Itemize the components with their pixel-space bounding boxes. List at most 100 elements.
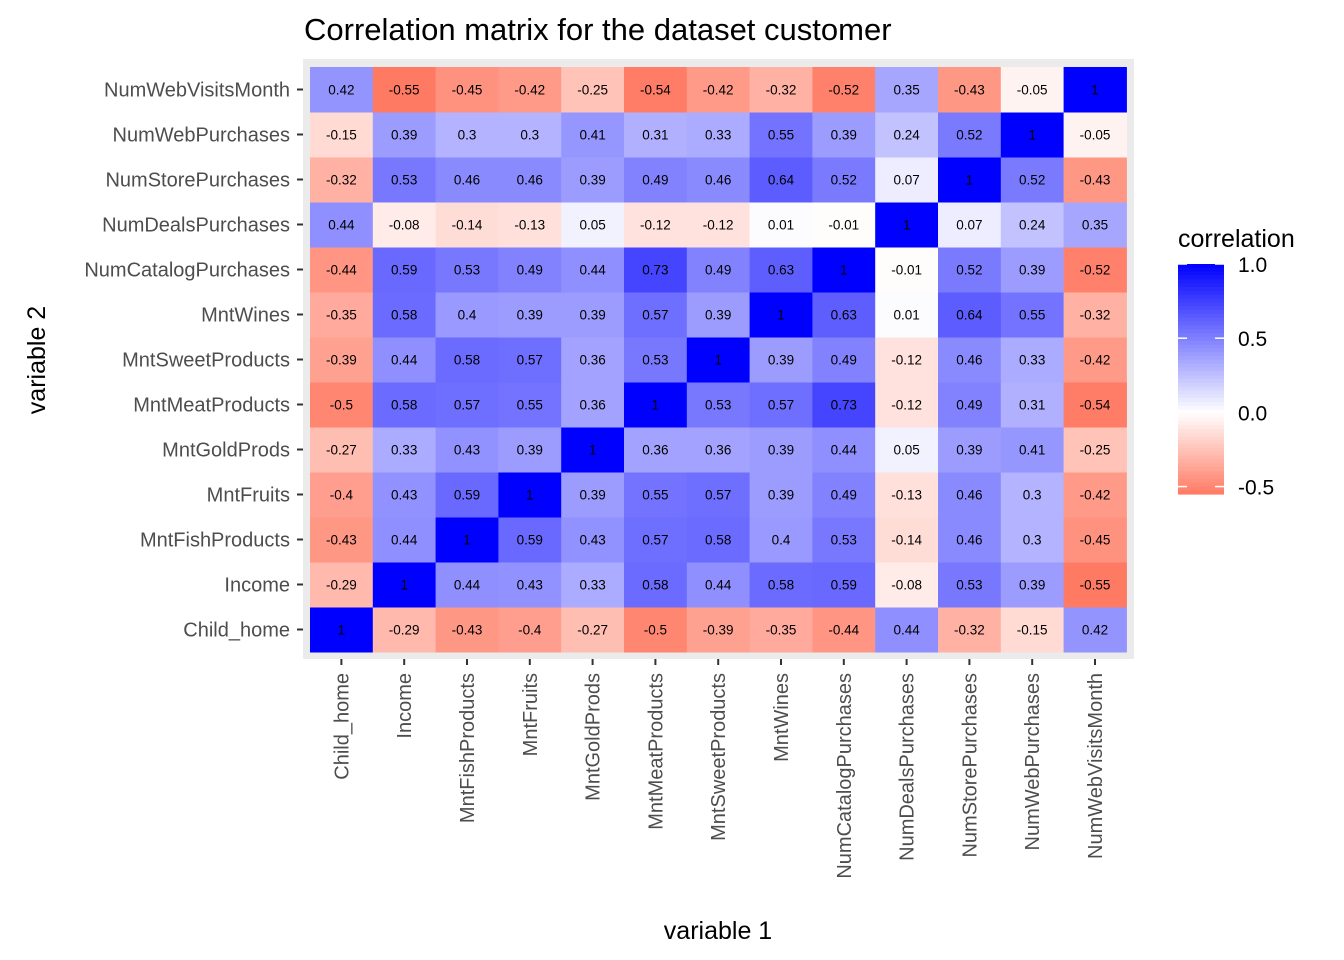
heatmap-cell: [372, 292, 437, 338]
cell-value-label: 0.41: [579, 128, 605, 143]
cell-value-label: 0.39: [579, 308, 605, 323]
heatmap-cell: [938, 472, 1002, 518]
cell-value-label: -0.55: [1080, 578, 1111, 593]
heatmap-cell: [624, 247, 688, 293]
y-tick-label: Income: [224, 575, 290, 597]
x-axis-title: variable 1: [664, 917, 772, 945]
cell-value-label: 0.63: [831, 308, 857, 323]
cell-value-label: 0.52: [831, 173, 857, 188]
legend-gradient-segment: [1178, 417, 1224, 422]
legend-gradient-segment: [1178, 425, 1224, 430]
cell-value-label: 0.46: [705, 173, 731, 188]
legend-gradient-segment: [1178, 451, 1224, 457]
heatmap-cell: [812, 157, 876, 203]
cell-value-label: 0.59: [517, 533, 543, 548]
cell-value-label: 0.59: [391, 263, 417, 278]
cell-value-label: 0.42: [328, 83, 354, 98]
heatmap-cell: [686, 157, 751, 203]
heatmap-cell: [1000, 157, 1065, 203]
y-tick-label: Child_home: [183, 620, 290, 642]
heatmap-cell: [812, 517, 876, 563]
y-tick-label: NumWebVisitsMonth: [104, 80, 290, 102]
heatmap-cell: [498, 382, 562, 428]
heatmap-cell: [686, 247, 751, 293]
heatmap-cell: [812, 382, 876, 428]
heatmap-cell: [686, 427, 751, 473]
heatmap-cell: [310, 517, 374, 563]
legend-gradient-segment: [1178, 329, 1224, 334]
legend-gradient-segment: [1178, 367, 1224, 372]
legend-gradient-segment: [1178, 467, 1224, 472]
heatmap-cells: [310, 67, 1127, 653]
heatmap-cell: [561, 247, 625, 293]
heatmap-cell: [498, 247, 562, 293]
legend-gradient-segment: [1178, 325, 1224, 330]
cell-value-label: 0.3: [1023, 488, 1042, 503]
cell-value-label: 0.58: [768, 578, 794, 593]
legend-gradient-segment: [1178, 333, 1224, 338]
legend-gradient-segment: [1178, 356, 1224, 361]
heatmap-cell: [1063, 382, 1127, 428]
heatmap-cell: [561, 427, 625, 473]
heatmap-cell: [1000, 382, 1065, 428]
cell-value-label: 1: [1028, 128, 1036, 143]
heatmap-cell: [498, 517, 562, 563]
heatmap-cell: [561, 202, 625, 248]
heatmap-cell: [372, 112, 437, 158]
heatmap-cell: [812, 292, 876, 338]
cell-value-label: 0.64: [956, 308, 983, 323]
legend-gradient-segment: [1178, 405, 1224, 411]
cell-value-label: 0.42: [1082, 623, 1108, 638]
cell-value-label: 0.49: [517, 263, 543, 278]
heatmap-cell: [1063, 67, 1127, 113]
cell-value-label: -0.12: [703, 218, 734, 233]
x-tick-label: NumCatalogPurchases: [834, 673, 856, 879]
cell-value-label: -0.42: [703, 83, 734, 98]
heatmap-cell: [372, 202, 437, 248]
cell-value-label: 0.55: [642, 488, 668, 503]
cell-value-label: 0.33: [705, 128, 731, 143]
legend-gradient-segment: [1178, 267, 1224, 273]
cell-value-label: 0.57: [705, 488, 731, 503]
heatmap-cell-labels: 1 -0.29 -0.43 -0.4 -0.27 -0.5 -0.39 -0.35 -0.44 0…: [326, 83, 1111, 638]
legend-gradient-segment: [1178, 421, 1224, 426]
heatmap-cell: [749, 472, 813, 518]
cell-value-label: 0.63: [768, 263, 794, 278]
cell-value-label: 0.05: [893, 443, 919, 458]
heatmap-cell: [875, 517, 939, 563]
cell-value-label: 0.46: [956, 488, 982, 503]
heatmap-cell: [624, 427, 688, 473]
cell-value-label: 0.3: [458, 128, 477, 143]
cell-value-label: 0.44: [705, 578, 732, 593]
cell-value-label: -0.5: [644, 623, 667, 638]
legend-tick-label: 0.0: [1238, 402, 1267, 425]
cell-value-label: 0.35: [893, 83, 919, 98]
heatmap-cell: [435, 202, 499, 248]
x-tick-label: MntSweetProducts: [708, 673, 730, 841]
legend-gradient-segment: [1178, 490, 1224, 495]
y-tick-label: NumStorePurchases: [105, 170, 290, 192]
cell-value-label: 0.43: [579, 533, 605, 548]
x-tick-label: Child_home: [331, 673, 353, 780]
heatmap-cell: [875, 472, 939, 518]
cell-value-label: 0.52: [1019, 173, 1045, 188]
cell-value-label: -0.55: [389, 83, 420, 98]
legend-gradient-segment: [1178, 371, 1224, 376]
cell-value-label: 0.33: [391, 443, 417, 458]
heatmap-cell: [812, 472, 876, 518]
cell-value-label: 0.39: [579, 488, 605, 503]
cell-value-label: 1: [338, 623, 346, 638]
legend-gradient-segment: [1178, 344, 1224, 349]
cell-value-label: 0.39: [517, 443, 543, 458]
heatmap-cell: [875, 247, 939, 293]
heatmap-cell: [435, 427, 499, 473]
heatmap-cell: [1000, 562, 1065, 608]
heatmap-cell: [435, 517, 499, 563]
cell-value-label: -0.25: [1080, 443, 1111, 458]
cell-value-label: 1: [840, 263, 848, 278]
cell-value-label: 0.44: [893, 623, 920, 638]
cell-value-label: 0.36: [579, 398, 605, 413]
cell-value-label: 0.49: [956, 398, 982, 413]
cell-value-label: -0.15: [326, 128, 357, 143]
heatmap-cell: [561, 67, 625, 113]
